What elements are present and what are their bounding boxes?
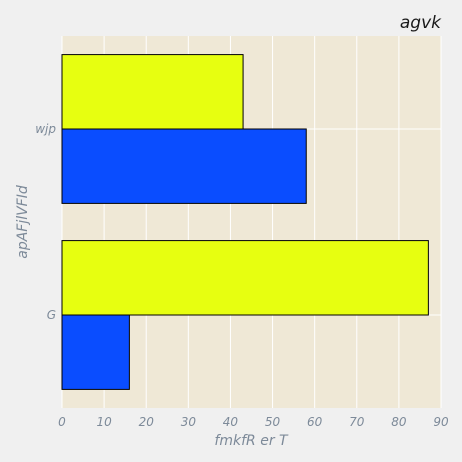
bar-G-series-1 <box>61 314 130 390</box>
bar-wjp-series-2 <box>61 54 244 130</box>
x-tick-label: 40 <box>223 415 239 429</box>
bar-wjp-series-1 <box>61 128 307 204</box>
bar-G-series-2 <box>61 240 429 316</box>
x-tick-label: 10 <box>96 415 112 429</box>
x-tick-label: 60 <box>307 415 323 429</box>
chart-title: agvk <box>400 13 442 33</box>
x-tick-label: 70 <box>349 415 365 429</box>
bars <box>61 54 429 390</box>
x-tick-label: 30 <box>181 415 197 429</box>
x-tick-label: 0 <box>58 415 66 429</box>
x-tick-label: 90 <box>433 415 449 429</box>
x-axis-label: fmkfR er T <box>214 433 289 449</box>
x-ticks: 0 10 20 30 40 50 60 70 80 90 <box>58 415 449 429</box>
y-axis-label: apAFjlVFId <box>15 185 31 259</box>
y-tick-label: G <box>47 308 56 322</box>
x-tick-label: 50 <box>265 415 281 429</box>
y-tick-label: wjp <box>35 122 56 136</box>
x-tick-label: 80 <box>391 415 407 429</box>
x-tick-label: 20 <box>139 415 155 429</box>
